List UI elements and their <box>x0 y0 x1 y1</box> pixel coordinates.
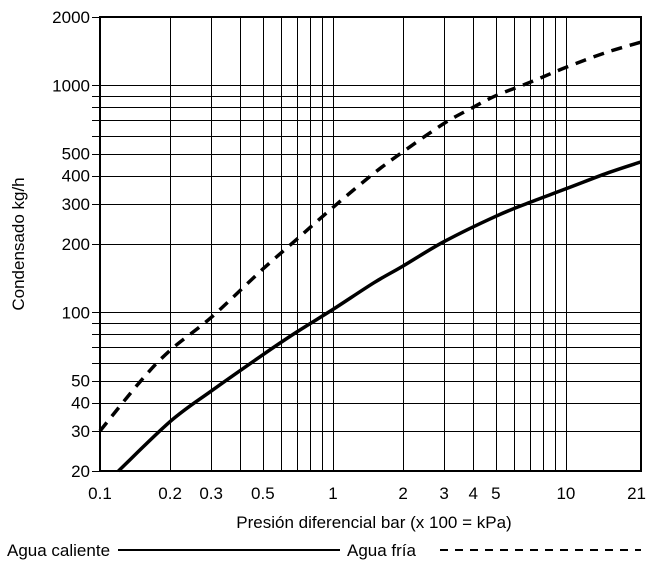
x-axis-title: Presión diferencial bar (x 100 = kPa) <box>236 513 511 532</box>
x-tick-label: 3 <box>439 484 448 503</box>
grid-lines <box>92 17 642 472</box>
series-layer <box>98 40 642 473</box>
y-tick-label: 50 <box>71 372 90 391</box>
x-tick-labels: 0.1 0.2 0.3 0.5 1 2 3 4 5 10 21 <box>88 484 646 503</box>
y-tick-label: 400 <box>62 167 90 186</box>
x-tick-label: 10 <box>556 484 575 503</box>
x-tick-label: 0.1 <box>88 484 112 503</box>
y-tick-label: 30 <box>71 422 90 441</box>
x-tick-label: 2 <box>398 484 407 503</box>
y-tick-labels: 20 30 40 50 100 200 300 400 500 1000 2000 <box>52 8 90 481</box>
y-tick-label: 20 <box>71 462 90 481</box>
y-tick-label: 100 <box>62 303 90 322</box>
y-tick-label: 2000 <box>52 8 90 27</box>
legend-label-cold-water: Agua fría <box>347 541 417 560</box>
y-axis-title: Condensado kg/h <box>9 177 28 310</box>
y-tick-label: 300 <box>62 195 90 214</box>
x-tick-label: 0.3 <box>199 484 223 503</box>
y-tick-label: 500 <box>62 145 90 164</box>
x-tick-label: 0.2 <box>158 484 182 503</box>
x-tick-label: 5 <box>491 484 500 503</box>
legend-label-hot-water: Agua caliente <box>7 541 110 560</box>
y-tick-label: 200 <box>62 235 90 254</box>
y-tick-label: 1000 <box>52 76 90 95</box>
plot-frame <box>99 16 642 472</box>
x-tick-label: 4 <box>468 484 477 503</box>
x-tick-label: 0.5 <box>251 484 275 503</box>
x-tick-label: 1 <box>328 484 337 503</box>
series-line-cold-water <box>98 40 642 433</box>
x-tick-label: 21 <box>627 484 646 503</box>
legend: Agua caliente Agua fría <box>7 541 641 560</box>
series-line-hot-water <box>117 160 642 473</box>
y-tick-label: 40 <box>71 394 90 413</box>
